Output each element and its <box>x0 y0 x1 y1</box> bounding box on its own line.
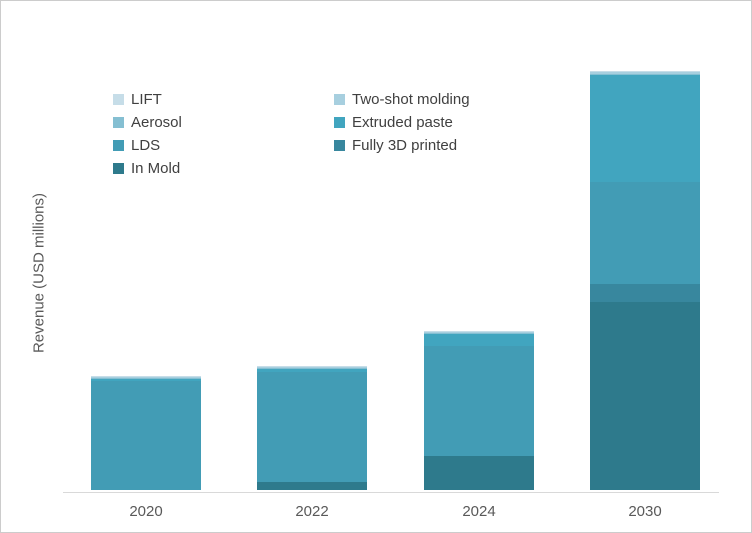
legend-swatch-icon <box>113 117 124 128</box>
bar-segment-extruded-paste <box>91 379 201 381</box>
bar-segment-aerosol <box>257 368 367 369</box>
bar-segment-extruded-paste <box>424 334 534 346</box>
legend-swatch-icon <box>334 117 345 128</box>
legend-label: Two-shot molding <box>352 91 470 108</box>
bar-segment-extruded-paste <box>590 75 700 182</box>
bar-2022 <box>257 366 367 490</box>
bar-segment-lds <box>590 182 700 284</box>
bar-segment-two-shot-molding <box>91 377 201 378</box>
bar-segment-lift <box>424 331 534 332</box>
bar-segment-aerosol <box>590 74 700 75</box>
bar-segment-in-mold <box>590 302 700 490</box>
bar-segment-aerosol <box>91 378 201 379</box>
legend-swatch-icon <box>113 163 124 174</box>
bar-segment-lds <box>257 372 367 482</box>
legend-item-fully-3d-printed: Fully 3D printed <box>334 134 470 157</box>
legend-swatch-icon <box>113 140 124 151</box>
bar-segment-two-shot-molding <box>424 332 534 333</box>
legend-column-2: Two-shot molding Extruded paste Fully 3D p… <box>334 88 470 180</box>
legend-label: Aerosol <box>131 114 182 131</box>
legend-item-lift: LIFT <box>113 88 334 111</box>
legend-item-two-shot-molding: Two-shot molding <box>334 88 470 111</box>
legend-label: Extruded paste <box>352 114 453 131</box>
bar-segment-lds <box>424 346 534 456</box>
bar-segment-in-mold <box>257 482 367 490</box>
bar-segment-two-shot-molding <box>257 367 367 368</box>
y-axis-title: Revenue (USD millions) <box>30 192 48 354</box>
legend-label: LDS <box>131 137 161 154</box>
legend-item-lds: LDS <box>113 134 334 157</box>
bar-2024 <box>424 331 534 490</box>
legend-swatch-icon <box>334 94 345 105</box>
chart-legend: LIFT Aerosol LDS In Mold Two-shot molding Ext… <box>113 88 470 180</box>
bar-segment-lift <box>590 71 700 72</box>
bar-2020 <box>91 376 201 490</box>
legend-label: In Mold <box>131 160 181 177</box>
legend-item-in-mold: In Mold <box>113 157 334 180</box>
bar-segment-in-mold <box>424 456 534 490</box>
legend-swatch-icon <box>334 140 345 151</box>
legend-item-aerosol: Aerosol <box>113 111 334 134</box>
bar-segment-lift <box>91 376 201 377</box>
bar-segment-lds <box>91 381 201 490</box>
bar-segment-two-shot-molding <box>590 72 700 74</box>
bar-segment-fully-3d-printed <box>590 284 700 302</box>
x-axis-line <box>63 492 719 493</box>
legend-label: Fully 3D printed <box>352 137 458 154</box>
bar-2030 <box>590 71 700 490</box>
legend-label: LIFT <box>131 91 162 108</box>
bar-segment-lift <box>257 366 367 367</box>
bar-segment-aerosol <box>424 333 534 334</box>
legend-column-1: LIFT Aerosol LDS In Mold <box>113 88 334 180</box>
legend-item-extruded-paste: Extruded paste <box>334 111 470 134</box>
legend-swatch-icon <box>113 94 124 105</box>
bar-segment-extruded-paste <box>257 369 367 372</box>
